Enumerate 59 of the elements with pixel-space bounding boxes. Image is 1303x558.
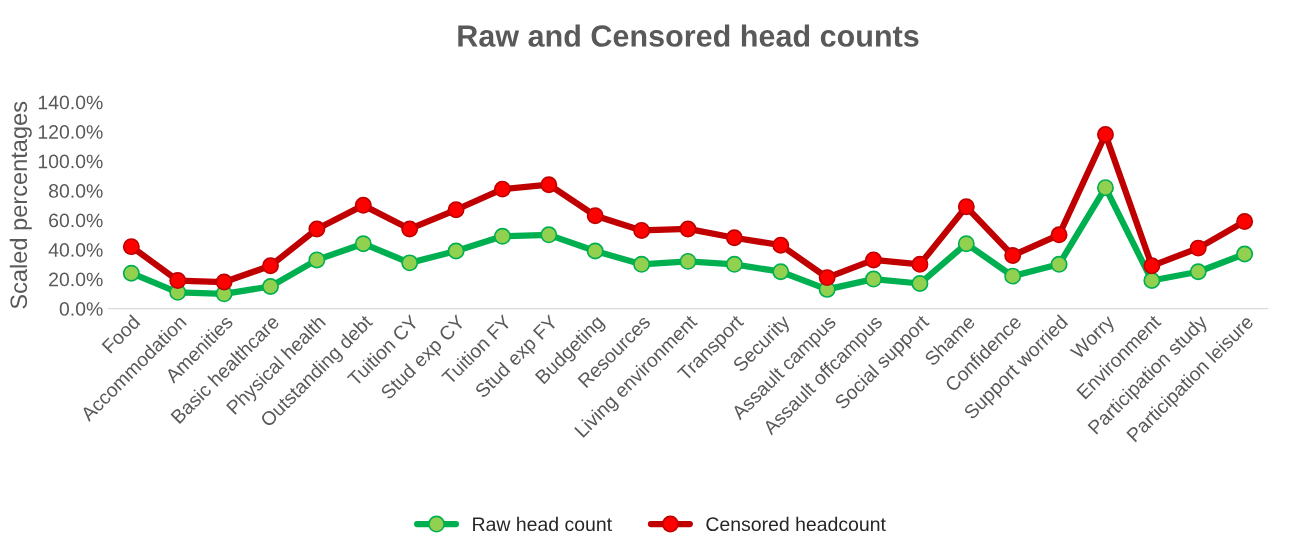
y-axis-title: Scaled percentages [9, 101, 32, 309]
point [633, 255, 651, 273]
point [725, 229, 743, 247]
point [772, 236, 790, 254]
point [447, 201, 465, 219]
point [540, 176, 558, 194]
point [633, 221, 651, 239]
point [818, 269, 836, 287]
point [215, 273, 233, 291]
point [865, 251, 883, 269]
point [865, 270, 883, 288]
point [262, 277, 279, 295]
point [772, 263, 790, 281]
point [540, 226, 558, 244]
point [679, 252, 697, 270]
point [169, 272, 187, 290]
point [1004, 247, 1022, 264]
point [401, 254, 419, 272]
point [725, 255, 743, 273]
point [354, 196, 372, 214]
point [1143, 257, 1161, 275]
point [1236, 245, 1254, 263]
point [1189, 239, 1207, 257]
point [308, 251, 326, 269]
y-tick-label: 0.0% [59, 302, 103, 316]
point [586, 242, 604, 260]
point [1096, 126, 1114, 144]
point [354, 235, 372, 253]
point [957, 198, 975, 216]
point [493, 180, 511, 198]
point [1236, 213, 1254, 231]
point [308, 220, 326, 238]
point [1004, 267, 1022, 285]
y-tick-label: 120.0% [38, 125, 103, 139]
legend-label: Raw head count [473, 516, 612, 532]
y-tick-label: 100.0% [38, 154, 103, 169]
point [1143, 272, 1161, 290]
point [1096, 179, 1114, 197]
point [1189, 263, 1207, 281]
point [1050, 226, 1068, 244]
y-tick-label: 80.0% [49, 184, 103, 198]
chart-title: Raw and Censored head counts [458, 24, 919, 47]
y-tick-label: 40.0% [48, 243, 103, 257]
point [957, 235, 975, 253]
point [586, 207, 604, 225]
point [493, 227, 511, 245]
y-tick-label: 20.0% [49, 272, 103, 287]
point [447, 242, 465, 260]
point [122, 264, 140, 282]
legend-label: Censored headcount [706, 516, 886, 532]
point [122, 238, 140, 256]
point [1050, 255, 1068, 273]
y-tick-label: 60.0% [49, 213, 103, 228]
y-tick-label: 140.0% [38, 95, 103, 110]
point [911, 275, 929, 292]
point [262, 257, 279, 275]
point [911, 255, 929, 273]
point [401, 220, 419, 238]
point [679, 220, 697, 238]
